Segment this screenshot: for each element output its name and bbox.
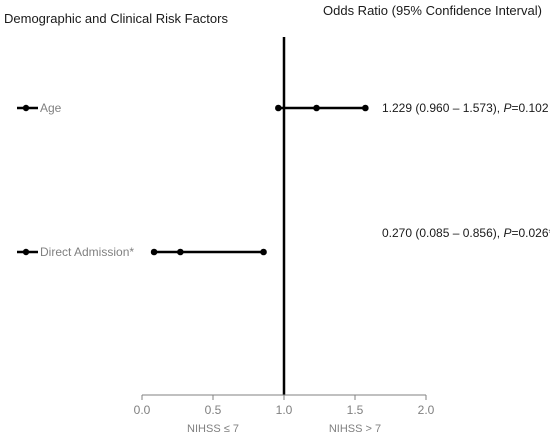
x-tick-label: 2.0 — [418, 403, 435, 417]
ci-lower-point — [150, 248, 158, 256]
row-label: Age — [40, 101, 62, 115]
result-text: 0.270 (0.085 – 0.856), P=0.026* — [382, 226, 550, 240]
left-sublabel: NIHSS ≤ 7 — [187, 423, 239, 435]
right-sublabel: NIHSS > 7 — [329, 423, 381, 435]
x-tick-label: 0.0 — [134, 403, 151, 417]
x-tick-label: 0.5 — [205, 403, 222, 417]
x-tick-label: 1.5 — [347, 403, 364, 417]
ci-upper-point — [362, 104, 369, 112]
ci-upper-point — [260, 248, 267, 256]
ci-lower-point — [275, 104, 282, 112]
result-text: 1.229 (0.960 – 1.573), P=0.102 — [382, 101, 549, 115]
row-marker-dot — [22, 248, 30, 256]
x-tick-label: 1.0 — [276, 403, 293, 417]
left-header: Demographic and Clinical Risk Factors — [4, 11, 228, 26]
odds-ratio-point — [313, 104, 320, 112]
odds-ratio-point — [177, 248, 184, 256]
row-label: Direct Admission* — [40, 245, 134, 259]
row-marker-dot — [22, 104, 30, 112]
right-header: Odds Ratio (95% Confidence Interval) — [323, 3, 542, 18]
